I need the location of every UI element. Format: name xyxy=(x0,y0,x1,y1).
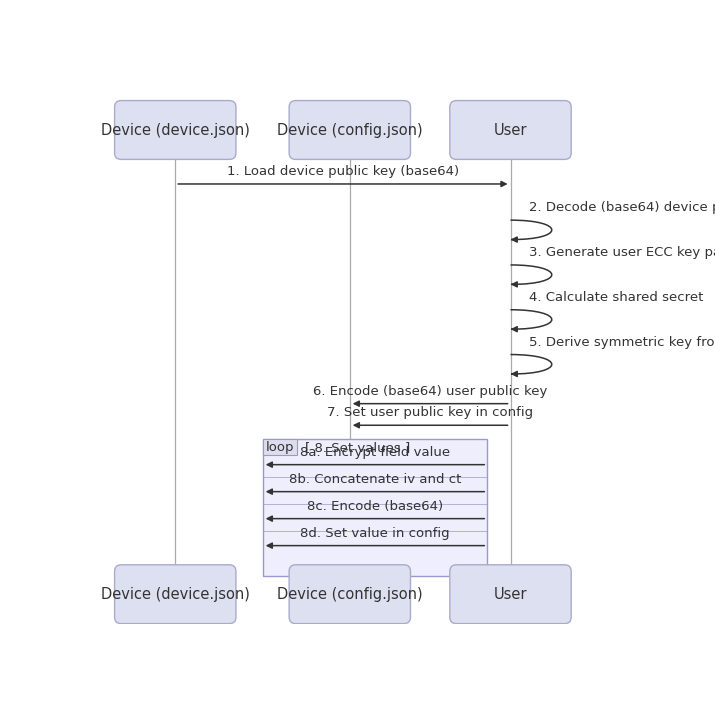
Text: loop: loop xyxy=(266,441,295,454)
Text: 8b. Concatenate iv and ct: 8b. Concatenate iv and ct xyxy=(289,472,461,486)
FancyBboxPatch shape xyxy=(114,565,236,624)
Text: Device (device.json): Device (device.json) xyxy=(101,587,250,601)
Text: User: User xyxy=(494,587,527,601)
Text: Device (config.json): Device (config.json) xyxy=(277,587,423,601)
Text: Device (config.json): Device (config.json) xyxy=(277,123,423,137)
Text: 6. Encode (base64) user public key: 6. Encode (base64) user public key xyxy=(313,385,548,397)
Text: 5. Derive symmetric key from shared secret: 5. Derive symmetric key from shared secr… xyxy=(529,336,715,348)
FancyBboxPatch shape xyxy=(263,440,297,456)
Text: 8c. Encode (base64): 8c. Encode (base64) xyxy=(307,500,443,512)
Text: Device (device.json): Device (device.json) xyxy=(101,123,250,137)
FancyBboxPatch shape xyxy=(114,100,236,159)
Text: 3. Generate user ECC key pair: 3. Generate user ECC key pair xyxy=(529,246,715,259)
Text: 2. Decode (base64) device public key: 2. Decode (base64) device public key xyxy=(529,201,715,215)
Text: 7. Set user public key in config: 7. Set user public key in config xyxy=(327,407,533,419)
FancyBboxPatch shape xyxy=(450,565,571,624)
FancyBboxPatch shape xyxy=(450,100,571,159)
Text: 1. Load device public key (base64): 1. Load device public key (base64) xyxy=(227,165,459,178)
FancyBboxPatch shape xyxy=(289,565,410,624)
FancyBboxPatch shape xyxy=(289,100,410,159)
Text: 8d. Set value in config: 8d. Set value in config xyxy=(300,526,450,540)
Text: [ 8. Set values ]: [ 8. Set values ] xyxy=(305,441,410,454)
Text: 8a. Encrypt field value: 8a. Encrypt field value xyxy=(300,446,450,458)
FancyBboxPatch shape xyxy=(263,440,487,576)
Text: User: User xyxy=(494,123,527,137)
Text: 4. Calculate shared secret: 4. Calculate shared secret xyxy=(529,291,703,304)
